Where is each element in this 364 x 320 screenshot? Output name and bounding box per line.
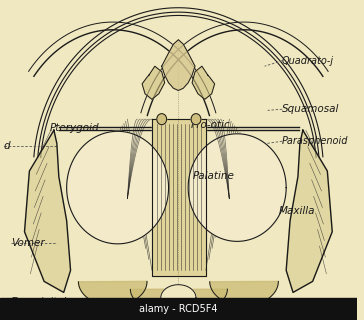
- Text: Quadrato-j: Quadrato-j: [282, 56, 334, 66]
- Polygon shape: [78, 281, 147, 306]
- Polygon shape: [162, 40, 195, 91]
- Circle shape: [191, 114, 201, 125]
- Text: alamy - RCD5F4: alamy - RCD5F4: [139, 304, 218, 314]
- Polygon shape: [210, 281, 278, 306]
- Text: Parasphenoid: Parasphenoid: [282, 136, 348, 146]
- Polygon shape: [188, 134, 286, 241]
- Polygon shape: [184, 289, 228, 307]
- Text: Pterygoid: Pterygoid: [50, 123, 100, 133]
- Text: Palatine: Palatine: [193, 171, 235, 181]
- Text: Exoccipital: Exoccipital: [11, 297, 67, 308]
- Bar: [0, 298, 357, 320]
- Polygon shape: [192, 66, 215, 99]
- Polygon shape: [142, 66, 165, 99]
- Polygon shape: [161, 285, 196, 311]
- Polygon shape: [286, 130, 332, 292]
- Text: Squamosal: Squamosal: [282, 104, 339, 114]
- Polygon shape: [67, 131, 169, 244]
- Polygon shape: [24, 130, 71, 292]
- Circle shape: [157, 114, 167, 125]
- Text: d: d: [4, 140, 10, 151]
- Text: Pro-otic: Pro-otic: [191, 120, 230, 130]
- Polygon shape: [130, 289, 174, 307]
- Text: Vomer: Vomer: [11, 238, 44, 248]
- Polygon shape: [152, 119, 206, 276]
- Text: Maxilla: Maxilla: [278, 206, 315, 216]
